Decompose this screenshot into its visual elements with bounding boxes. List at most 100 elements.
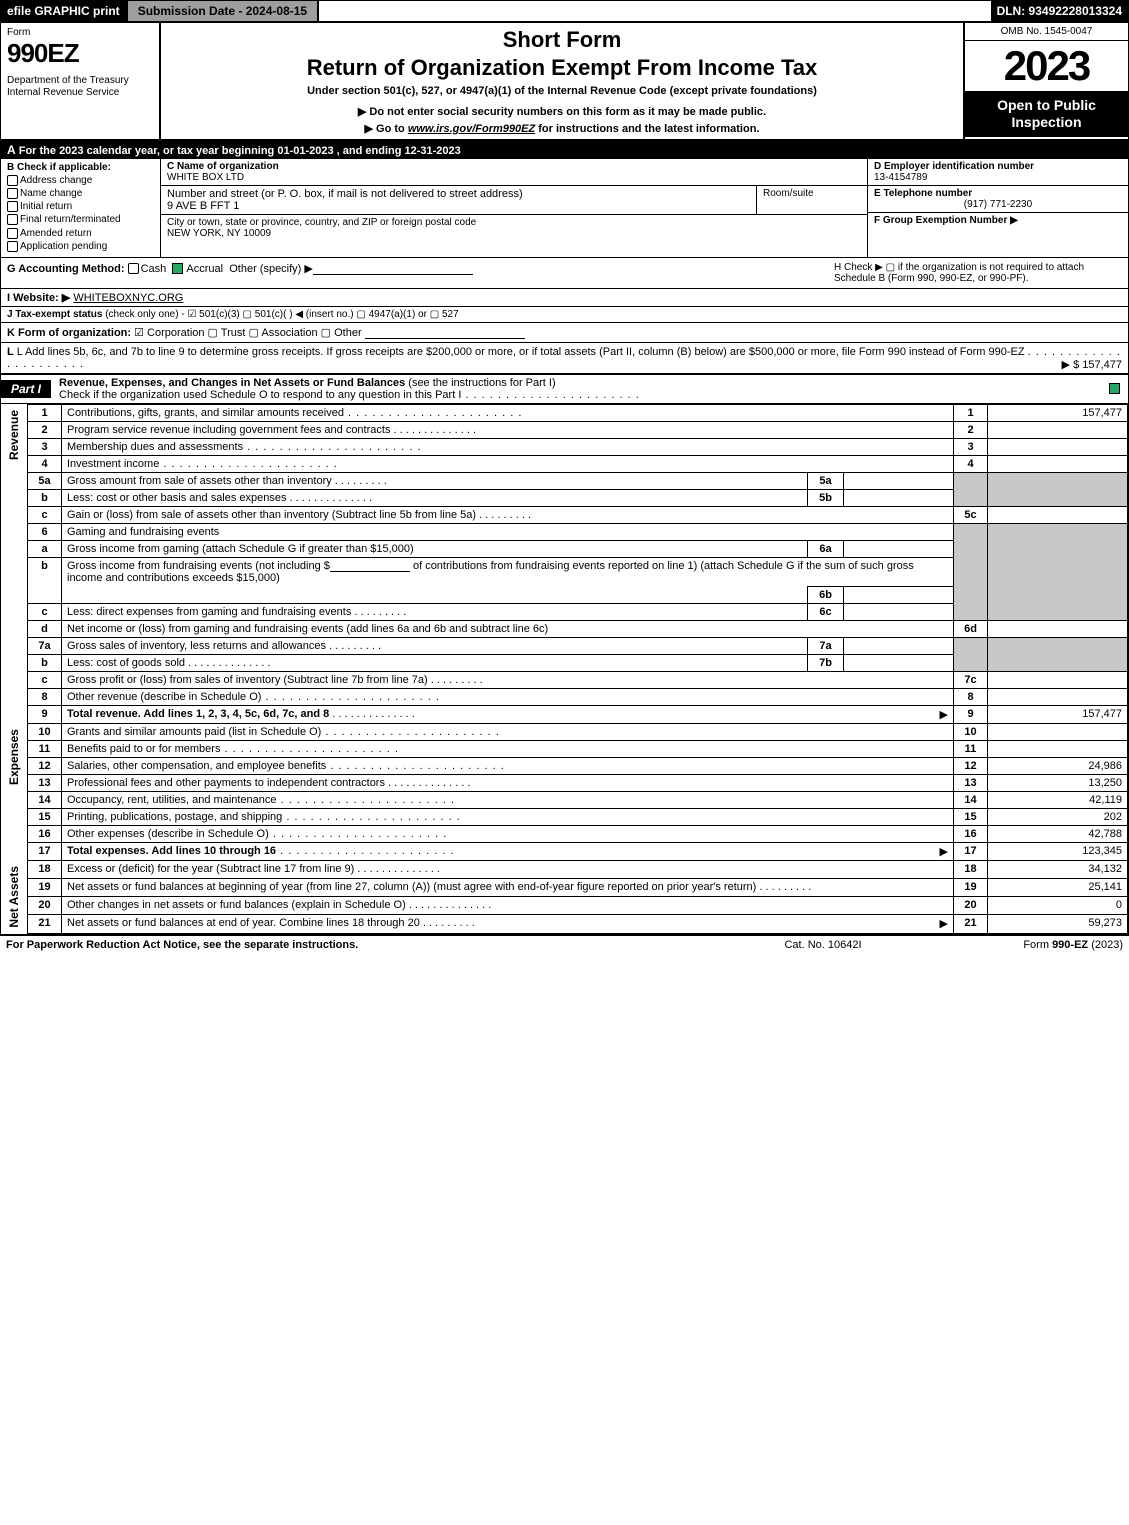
d-label: D Employer identification number bbox=[874, 161, 1034, 172]
line-18-amount: 34,132 bbox=[988, 860, 1128, 878]
row-a-letter: A bbox=[7, 143, 16, 157]
topbar-spacer bbox=[319, 1, 990, 21]
row-a: A For the 2023 calendar year, or tax yea… bbox=[1, 141, 1128, 159]
city-label: City or town, state or province, country… bbox=[167, 217, 476, 228]
netassets-side: Net Assets bbox=[1, 860, 28, 934]
expenses-side: Expenses bbox=[1, 723, 28, 860]
form-header: Form 990EZ Department of the Treasury In… bbox=[1, 23, 1128, 141]
tax-year: 2023 bbox=[965, 41, 1128, 91]
section-b: B Check if applicable: Address change Na… bbox=[1, 159, 161, 257]
submission-date: Submission Date - 2024-08-15 bbox=[126, 1, 319, 21]
h-section: H Check ▶ ▢ if the organization is not r… bbox=[828, 258, 1128, 288]
header-left: Form 990EZ Department of the Treasury In… bbox=[1, 23, 161, 139]
revenue-side: Revenue bbox=[1, 404, 28, 723]
footer-right: Form 990-EZ (2023) bbox=[923, 939, 1123, 951]
line-13-amount: 13,250 bbox=[988, 774, 1128, 791]
chk-cash[interactable] bbox=[128, 263, 139, 274]
chk-final-return[interactable]: Final return/terminated bbox=[7, 214, 154, 225]
note-goto: ▶ Go to www.irs.gov/Form990EZ for instru… bbox=[169, 122, 955, 135]
chk-initial-return[interactable]: Initial return bbox=[7, 201, 154, 212]
note-goto-pre: ▶ Go to bbox=[365, 123, 408, 135]
line-21-amount: 59,273 bbox=[988, 915, 1128, 934]
street-value: 9 AVE B FFT 1 bbox=[167, 200, 239, 212]
d-row: D Employer identification number 13-4154… bbox=[868, 159, 1128, 186]
city-value: NEW YORK, NY 10009 bbox=[167, 228, 271, 239]
form-number: 990EZ bbox=[7, 38, 153, 69]
page-footer: For Paperwork Reduction Act Notice, see … bbox=[0, 935, 1129, 954]
line-19-amount: 25,141 bbox=[988, 878, 1128, 896]
line-17-amount: 123,345 bbox=[988, 842, 1128, 860]
irs-link[interactable]: www.irs.gov/Form990EZ bbox=[408, 123, 535, 135]
i-label: I Website: ▶ bbox=[7, 292, 70, 304]
title-return: Return of Organization Exempt From Incom… bbox=[169, 55, 955, 81]
j-label: J Tax-exempt status bbox=[7, 309, 102, 320]
title-short-form: Short Form bbox=[169, 27, 955, 53]
h-text: H Check ▶ ▢ if the organization is not r… bbox=[834, 262, 1084, 284]
room-cell: Room/suite bbox=[757, 186, 867, 214]
f-row: F Group Exemption Number ▶ bbox=[868, 213, 1128, 228]
g-label: G Accounting Method: bbox=[7, 263, 125, 275]
part-i-title: Revenue, Expenses, and Changes in Net As… bbox=[59, 375, 1104, 403]
ein-value: 13-4154789 bbox=[874, 172, 927, 183]
l-text: L Add lines 5b, 6c, and 7b to line 9 to … bbox=[17, 346, 1025, 358]
f-label: F Group Exemption Number ▶ bbox=[874, 215, 1018, 226]
org-name: WHITE BOX LTD bbox=[167, 172, 244, 183]
section-def: D Employer identification number 13-4154… bbox=[868, 159, 1128, 257]
row-gh: G Accounting Method: Cash Accrual Other … bbox=[1, 258, 1128, 289]
street-cell: Number and street (or P. O. box, if mail… bbox=[161, 186, 757, 214]
b-heading: B Check if applicable: bbox=[7, 162, 154, 173]
other-specify-line bbox=[313, 264, 473, 275]
line-1-amount: 157,477 bbox=[988, 404, 1128, 421]
footer-catno: Cat. No. 10642I bbox=[723, 939, 923, 951]
l-amount: ▶ $ 157,477 bbox=[1062, 358, 1122, 371]
j-row: J Tax-exempt status (check only one) - ☑… bbox=[1, 307, 1128, 323]
k-row: K Form of organization: ☑ Corporation ▢ … bbox=[1, 323, 1128, 343]
part-i-checkbox[interactable] bbox=[1104, 383, 1128, 395]
line-20-amount: 0 bbox=[988, 897, 1128, 915]
k-label: K Form of organization: bbox=[7, 327, 131, 339]
lines-table: Revenue 1 Contributions, gifts, grants, … bbox=[1, 404, 1128, 935]
omb-number: OMB No. 1545-0047 bbox=[965, 23, 1128, 41]
note-goto-post: for instructions and the latest informat… bbox=[535, 123, 759, 135]
efile-label: efile GRAPHIC print bbox=[1, 1, 126, 21]
c-city-row: City or town, state or province, country… bbox=[161, 215, 867, 241]
j-rest: (check only one) - ☑ 501(c)(3) ▢ 501(c)(… bbox=[105, 309, 458, 320]
g-section: G Accounting Method: Cash Accrual Other … bbox=[1, 258, 828, 288]
form-990ez: efile GRAPHIC print Submission Date - 20… bbox=[0, 0, 1129, 935]
k-rest: ☑ Corporation ▢ Trust ▢ Association ▢ Ot… bbox=[134, 327, 362, 339]
info-grid: B Check if applicable: Address change Na… bbox=[1, 159, 1128, 258]
line-14-amount: 42,119 bbox=[988, 791, 1128, 808]
footer-left: For Paperwork Reduction Act Notice, see … bbox=[6, 939, 723, 951]
chk-address-change[interactable]: Address change bbox=[7, 175, 154, 186]
website-value[interactable]: WHITEBOXNYC.ORG bbox=[73, 292, 183, 304]
open-to-public: Open to Public Inspection bbox=[965, 91, 1128, 137]
l-row: L L Add lines 5b, 6c, and 7b to line 9 t… bbox=[1, 343, 1128, 375]
street-label: Number and street (or P. O. box, if mail… bbox=[167, 188, 523, 200]
subtitle-under: Under section 501(c), 527, or 4947(a)(1)… bbox=[169, 85, 955, 97]
phone-value: (917) 771-2230 bbox=[874, 199, 1122, 210]
note-ssn: ▶ Do not enter social security numbers o… bbox=[169, 105, 955, 118]
line-12-amount: 24,986 bbox=[988, 757, 1128, 774]
e-row: E Telephone number (917) 771-2230 bbox=[868, 186, 1128, 213]
section-c: C Name of organization WHITE BOX LTD Num… bbox=[161, 159, 868, 257]
chk-name-change[interactable]: Name change bbox=[7, 188, 154, 199]
header-center: Short Form Return of Organization Exempt… bbox=[161, 23, 963, 139]
row-a-text: For the 2023 calendar year, or tax year … bbox=[19, 145, 461, 157]
header-right: OMB No. 1545-0047 2023 Open to Public In… bbox=[963, 23, 1128, 139]
room-label: Room/suite bbox=[763, 188, 814, 199]
k-other-line bbox=[365, 328, 525, 339]
part-i-header: Part I Revenue, Expenses, and Changes in… bbox=[1, 375, 1128, 404]
line-9-amount: 157,477 bbox=[988, 705, 1128, 723]
dln-label: DLN: 93492228013324 bbox=[991, 1, 1128, 21]
c-name-row: C Name of organization WHITE BOX LTD bbox=[161, 159, 867, 186]
form-word: Form bbox=[7, 27, 153, 38]
c-name-label: C Name of organization bbox=[167, 161, 279, 172]
chk-application-pending[interactable]: Application pending bbox=[7, 241, 154, 252]
c-street-row: Number and street (or P. O. box, if mail… bbox=[161, 186, 867, 215]
chk-amended-return[interactable]: Amended return bbox=[7, 228, 154, 239]
dept-label: Department of the Treasury Internal Reve… bbox=[7, 75, 153, 99]
top-bar: efile GRAPHIC print Submission Date - 20… bbox=[1, 1, 1128, 23]
part-i-label: Part I bbox=[1, 380, 51, 398]
chk-accrual[interactable] bbox=[172, 263, 183, 274]
line-16-amount: 42,788 bbox=[988, 825, 1128, 842]
